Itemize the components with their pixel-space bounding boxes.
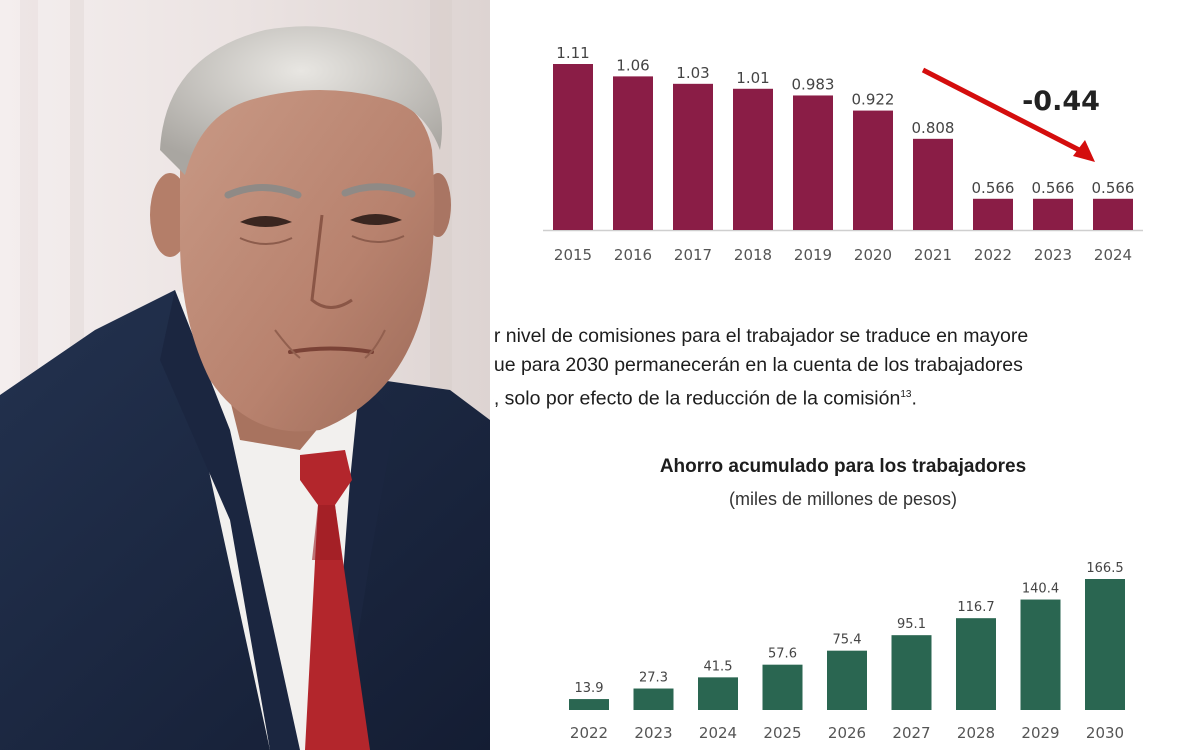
x-tick-2019: 2019 — [794, 246, 832, 264]
data-label-2028: 116.7 — [957, 600, 994, 615]
x-tick-2024: 2024 — [1094, 246, 1132, 264]
data-label-2018: 1.01 — [736, 69, 769, 87]
data-label-2021: 0.808 — [912, 119, 955, 137]
data-label-2023: 0.566 — [1032, 179, 1075, 197]
data-label-2015: 1.11 — [556, 44, 589, 62]
bar-2018 — [733, 88, 773, 230]
savings-chart-subtitle: (miles de millones de pesos) — [728, 489, 958, 509]
bar-2021 — [913, 138, 953, 230]
data-label-2030: 166.5 — [1086, 561, 1123, 576]
x-tick-2015: 2015 — [554, 246, 592, 264]
bar-2019 — [793, 95, 833, 231]
x-tick-2027: 2027 — [892, 724, 930, 742]
bar-2016 — [613, 76, 653, 230]
commission-chart-svg: 1.11 2015 1.06 2016 1.03 2017 1.01 2018 0.983 201… — [543, 44, 1143, 264]
face — [180, 75, 435, 432]
savings-chart-svg: 13.9 2022 27.3 2023 41.5 2024 57.6 2025 75.4 2026… — [569, 561, 1125, 742]
data-label-2024: 0.566 — [1092, 179, 1135, 197]
x-tick-2030: 2030 — [1086, 724, 1124, 742]
x-tick-2026: 2026 — [828, 724, 866, 742]
x-tick-2023: 2023 — [634, 724, 672, 742]
data-label-2022: 0.566 — [972, 179, 1015, 197]
bar-2025 — [762, 664, 803, 710]
footnote-marker: 13 — [900, 389, 912, 400]
bar-2023 — [633, 688, 674, 710]
bar-2027 — [891, 635, 932, 710]
data-label-2016: 1.06 — [616, 56, 649, 74]
portrait-illustration — [0, 0, 490, 750]
body-paragraph: or nivel de comisiones para el trabajado… — [493, 322, 1200, 410]
portrait-photo — [0, 0, 490, 750]
data-label-2022: 13.9 — [575, 681, 604, 696]
x-tick-2020: 2020 — [854, 246, 892, 264]
paragraph-line-1: or nivel de comisiones para el trabajado… — [493, 325, 1029, 347]
x-tick-2021: 2021 — [914, 246, 952, 264]
data-label-2029: 140.4 — [1022, 582, 1059, 597]
bar-2028 — [956, 618, 996, 710]
x-tick-2018: 2018 — [734, 246, 772, 264]
x-tick-2023: 2023 — [1034, 246, 1072, 264]
data-label-2017: 1.03 — [676, 64, 709, 82]
x-tick-2024: 2024 — [699, 724, 737, 742]
x-tick-2017: 2017 — [674, 246, 712, 264]
data-label-2020: 0.922 — [852, 91, 895, 109]
x-tick-2028: 2028 — [957, 724, 995, 742]
bar-2017 — [673, 83, 713, 230]
bar-2026 — [827, 650, 867, 710]
paragraph-line-3: p, solo por efecto de la reducción de la… — [493, 380, 1200, 410]
x-tick-2029: 2029 — [1021, 724, 1059, 742]
data-label-2027: 95.1 — [897, 617, 926, 632]
data-label-2023: 27.3 — [639, 671, 668, 686]
data-label-2026: 75.4 — [833, 633, 862, 648]
data-label-2019: 0.983 — [792, 75, 835, 93]
bar-2030 — [1085, 579, 1125, 710]
x-tick-2022: 2022 — [974, 246, 1012, 264]
bar-2015 — [553, 64, 593, 230]
commission-chart: 1.11 2015 1.06 2016 1.03 2017 1.01 2018 0.983 201… — [493, 30, 1200, 280]
decrease-arrow-head — [1073, 140, 1095, 162]
paragraph-line-2: que para 2030 permanecerán en la cuenta … — [493, 354, 1023, 376]
paragraph-line-3-text: p, solo por efecto de la reducción de la… — [493, 387, 901, 410]
x-tick-2022: 2022 — [570, 724, 608, 742]
x-tick-2025: 2025 — [763, 724, 801, 742]
bar-2022 — [973, 198, 1013, 230]
image-divider — [490, 0, 493, 750]
x-tick-2016: 2016 — [614, 246, 652, 264]
savings-chart: 13.9 2022 27.3 2023 41.5 2024 57.6 2025 75.4 2026… — [493, 540, 1200, 750]
bar-2024 — [698, 677, 738, 710]
paragraph-line-3-end: . — [911, 387, 917, 410]
data-label-2024: 41.5 — [704, 659, 733, 674]
bar-2023 — [1033, 198, 1073, 230]
hair — [160, 26, 442, 175]
data-label-2025: 57.6 — [768, 647, 797, 662]
decrease-arrow — [921, 67, 1087, 156]
document-panel: 1.11 2015 1.06 2016 1.03 2017 1.01 2018 0.983 201… — [493, 0, 1200, 750]
decrease-annotation: -0.44 — [1022, 86, 1100, 117]
bar-2022 — [569, 699, 609, 710]
bar-2029 — [1020, 599, 1061, 710]
savings-chart-title: Ahorro acumulado para los trabajadores — [659, 456, 1027, 477]
bar-2020 — [853, 110, 893, 230]
bar-2024 — [1093, 198, 1133, 230]
